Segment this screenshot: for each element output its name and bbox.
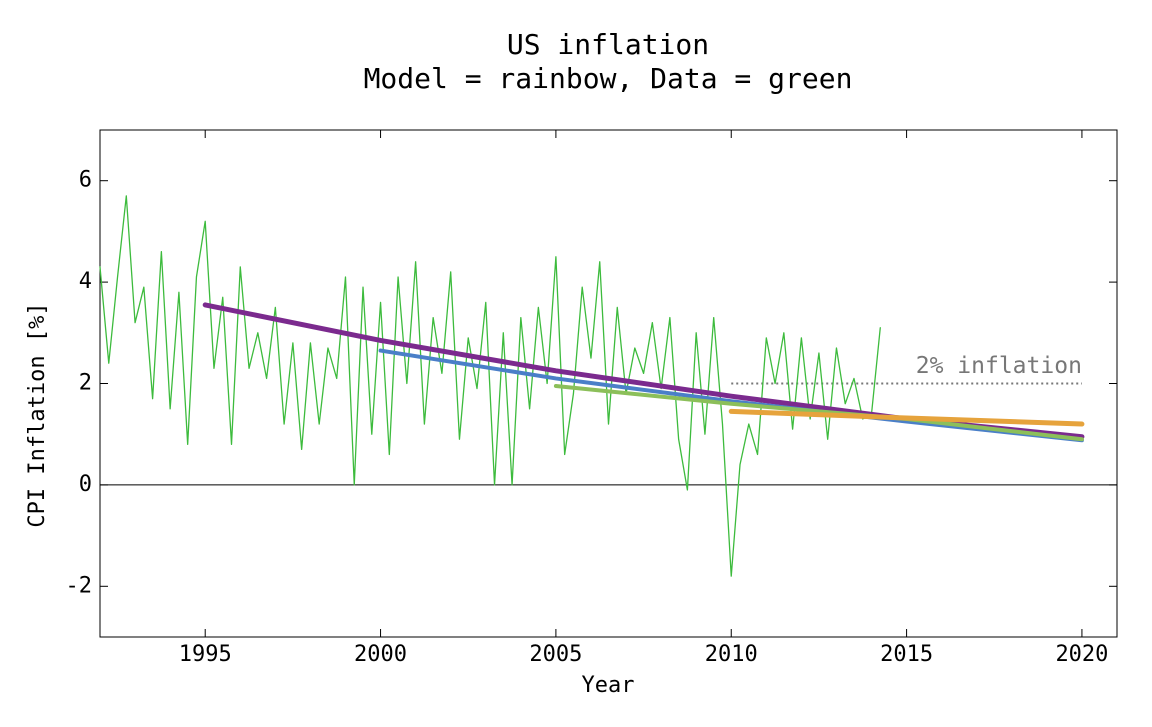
series-line [99,195,881,577]
chart-subtitle: Model = rainbow, Data = green [364,62,853,95]
x-tick-label: 1995 [179,642,232,667]
y-tick-label: 4 [79,269,92,294]
chart-title: US inflation [507,28,709,61]
y-tick-label: 2 [79,371,92,396]
x-tick-label: 2000 [354,642,407,667]
x-tick-label: 2015 [880,642,933,667]
y-tick-label: 0 [79,472,92,497]
x-axis-label: Year [582,673,635,698]
x-tick-label: 2010 [705,642,758,667]
series-line [378,348,1084,443]
x-tick-label: 2020 [1055,642,1108,667]
x-tick-label: 2005 [529,642,582,667]
series-line [728,408,1085,427]
y-tick-label: 6 [79,168,92,193]
reference-label: 2% inflation [916,353,1082,379]
series-line [553,384,1084,442]
y-tick-label: -2 [66,573,93,598]
y-axis-label: CPI Inflation [%] [25,302,50,527]
